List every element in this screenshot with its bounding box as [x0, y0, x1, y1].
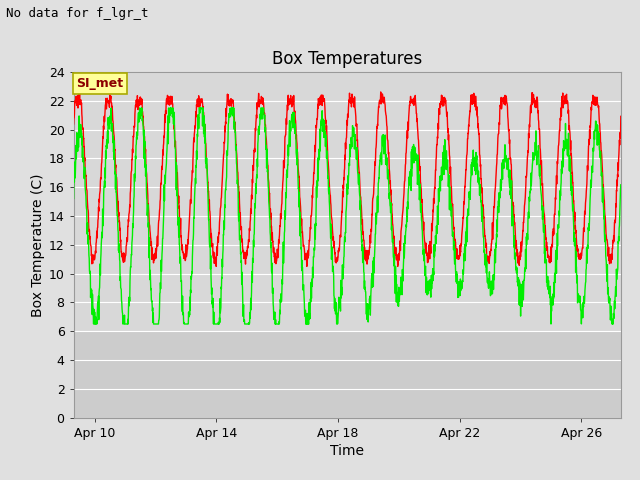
Text: SI_met: SI_met — [76, 77, 124, 90]
Text: No data for f_lgr_t: No data for f_lgr_t — [6, 7, 149, 20]
X-axis label: Time: Time — [330, 444, 364, 458]
Y-axis label: Box Temperature (C): Box Temperature (C) — [31, 173, 45, 316]
Title: Box Temperatures: Box Temperatures — [272, 49, 422, 68]
Bar — [74, 331, 621, 418]
